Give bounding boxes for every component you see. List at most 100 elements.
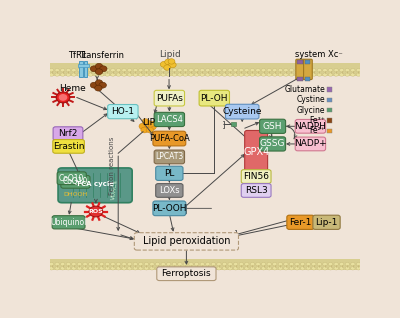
Circle shape xyxy=(141,127,148,133)
Circle shape xyxy=(239,73,244,76)
Circle shape xyxy=(284,68,288,72)
Text: Fenton reactions: Fenton reactions xyxy=(109,136,115,195)
Circle shape xyxy=(128,68,132,72)
Circle shape xyxy=(144,262,148,266)
Circle shape xyxy=(55,73,59,76)
Circle shape xyxy=(200,262,204,266)
Circle shape xyxy=(122,262,126,266)
Circle shape xyxy=(111,266,115,270)
Circle shape xyxy=(211,73,216,76)
Circle shape xyxy=(272,68,277,72)
Circle shape xyxy=(161,68,165,72)
Circle shape xyxy=(95,80,103,86)
Circle shape xyxy=(317,68,322,72)
Circle shape xyxy=(105,262,110,266)
Circle shape xyxy=(55,266,59,270)
Circle shape xyxy=(272,262,277,266)
Circle shape xyxy=(300,68,305,72)
Circle shape xyxy=(155,68,160,72)
Bar xyxy=(328,128,332,133)
Circle shape xyxy=(189,266,193,270)
Circle shape xyxy=(77,68,82,72)
Circle shape xyxy=(100,266,104,270)
Circle shape xyxy=(105,68,110,72)
Circle shape xyxy=(95,69,103,75)
Circle shape xyxy=(317,73,322,76)
Circle shape xyxy=(312,266,316,270)
Text: NADPH: NADPH xyxy=(294,122,326,131)
Text: Nrf2: Nrf2 xyxy=(58,129,78,138)
Circle shape xyxy=(206,68,210,72)
Circle shape xyxy=(94,68,98,72)
Bar xyxy=(84,61,87,77)
Circle shape xyxy=(245,68,249,72)
Text: Transferrin: Transferrin xyxy=(79,51,124,60)
Circle shape xyxy=(222,73,227,76)
Text: LPCAT3: LPCAT3 xyxy=(155,152,184,162)
Circle shape xyxy=(150,262,154,266)
Circle shape xyxy=(144,266,148,270)
Circle shape xyxy=(351,262,355,266)
Text: Glutamate: Glutamate xyxy=(284,85,325,94)
Circle shape xyxy=(200,68,204,72)
Circle shape xyxy=(111,68,115,72)
Text: Ferroptosis: Ferroptosis xyxy=(162,269,211,278)
Circle shape xyxy=(111,262,115,266)
Circle shape xyxy=(289,262,294,266)
Circle shape xyxy=(262,68,266,72)
Circle shape xyxy=(267,266,271,270)
Bar xyxy=(328,118,332,123)
Circle shape xyxy=(334,73,338,76)
Circle shape xyxy=(66,73,70,76)
Circle shape xyxy=(234,73,238,76)
Circle shape xyxy=(133,73,138,76)
Bar xyxy=(328,98,332,102)
Text: Cystine: Cystine xyxy=(296,95,325,104)
Circle shape xyxy=(105,73,110,76)
Circle shape xyxy=(306,68,310,72)
Circle shape xyxy=(317,266,322,270)
Circle shape xyxy=(262,262,266,266)
FancyBboxPatch shape xyxy=(53,140,84,153)
Circle shape xyxy=(83,68,87,72)
Text: CoQ10: CoQ10 xyxy=(63,177,88,186)
Text: Lipid peroxidation: Lipid peroxidation xyxy=(143,236,230,246)
Circle shape xyxy=(49,266,54,270)
Text: LOXs: LOXs xyxy=(159,186,180,195)
Circle shape xyxy=(165,59,172,65)
Circle shape xyxy=(222,68,227,72)
Circle shape xyxy=(88,266,93,270)
Circle shape xyxy=(256,68,260,72)
Circle shape xyxy=(217,73,221,76)
Circle shape xyxy=(278,262,282,266)
FancyBboxPatch shape xyxy=(296,59,304,80)
Circle shape xyxy=(60,266,65,270)
Text: DHOOH: DHOOH xyxy=(63,192,88,197)
Text: NADP+: NADP+ xyxy=(294,139,327,149)
Circle shape xyxy=(245,73,249,76)
Circle shape xyxy=(161,73,165,76)
Circle shape xyxy=(356,262,361,266)
Circle shape xyxy=(83,73,87,76)
Text: GPX4: GPX4 xyxy=(243,147,269,157)
Circle shape xyxy=(55,262,59,266)
Circle shape xyxy=(328,73,333,76)
Text: FIN56: FIN56 xyxy=(243,172,269,181)
Circle shape xyxy=(278,73,282,76)
Circle shape xyxy=(49,262,54,266)
Circle shape xyxy=(59,94,67,101)
Circle shape xyxy=(239,262,244,266)
Circle shape xyxy=(55,68,59,72)
Circle shape xyxy=(334,262,338,266)
Circle shape xyxy=(211,68,216,72)
Bar xyxy=(50,259,360,270)
Circle shape xyxy=(83,266,87,270)
FancyBboxPatch shape xyxy=(58,168,132,203)
Circle shape xyxy=(256,266,260,270)
Circle shape xyxy=(128,266,132,270)
Circle shape xyxy=(178,262,182,266)
Circle shape xyxy=(234,266,238,270)
FancyBboxPatch shape xyxy=(52,216,85,229)
FancyBboxPatch shape xyxy=(313,215,340,229)
Circle shape xyxy=(323,73,327,76)
